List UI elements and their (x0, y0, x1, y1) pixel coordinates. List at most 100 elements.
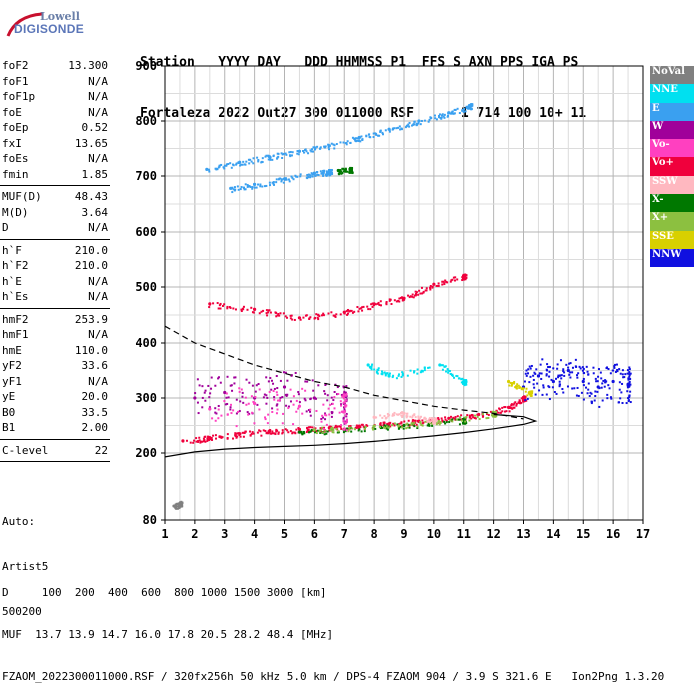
echo-point (276, 314, 279, 317)
echo-point (334, 315, 337, 318)
echo-point (343, 401, 346, 404)
echo-point (395, 413, 398, 416)
echo-point (288, 151, 291, 154)
echo-point (422, 291, 425, 294)
echo-point (340, 410, 343, 413)
echo-point (523, 380, 526, 383)
echo-point (232, 163, 235, 166)
echo-point (345, 143, 348, 146)
param-name: yF2 (2, 359, 22, 372)
echo-point (356, 306, 359, 309)
echo-point (297, 427, 300, 430)
echo-point (559, 383, 562, 386)
echo-point (393, 422, 396, 425)
echo-point (331, 171, 334, 174)
echo-point (576, 386, 579, 389)
data-point (229, 186, 233, 190)
data-point (357, 424, 361, 428)
echo-point (207, 168, 210, 171)
echo-point (271, 181, 274, 184)
echo-point (218, 164, 221, 167)
echo-point (556, 363, 559, 366)
echo-point (473, 417, 476, 420)
echo-point (401, 411, 404, 414)
echo-point (311, 379, 314, 382)
echo-point (513, 380, 516, 383)
echo-point (233, 186, 236, 189)
echo-point (413, 413, 416, 416)
echo-point (334, 383, 337, 386)
echo-point (410, 423, 413, 426)
echo-point (427, 366, 430, 369)
echo-point (359, 307, 362, 310)
echo-point (278, 177, 281, 180)
echo-point (212, 302, 215, 305)
echo-point (345, 418, 348, 421)
echo-point (608, 387, 611, 390)
data-point (432, 418, 436, 422)
echo-point (269, 157, 272, 160)
echo-point (284, 315, 287, 318)
data-point (387, 374, 391, 378)
echo-point (241, 395, 244, 398)
data-point (312, 171, 316, 175)
echo-point (262, 309, 265, 312)
echo-point (349, 426, 352, 429)
data-point (506, 379, 511, 384)
echo-point (596, 380, 599, 383)
echo-point (260, 310, 263, 313)
echo-point (455, 374, 458, 377)
echo-point (301, 412, 304, 415)
echo-point (272, 181, 275, 184)
echo-point (624, 373, 627, 376)
echo-point (379, 424, 382, 427)
echo-point (275, 181, 278, 184)
echo-point (229, 408, 232, 411)
echo-point (607, 384, 610, 387)
echo-point (217, 404, 220, 407)
data-point (626, 382, 630, 386)
echo-point (614, 370, 617, 373)
param-name: foEp (2, 121, 29, 134)
echo-point (276, 408, 279, 411)
echo-point (342, 419, 345, 422)
x-tick-label: 11 (457, 527, 471, 541)
echo-point (342, 393, 345, 396)
echo-point (334, 424, 337, 427)
data-point (506, 405, 511, 409)
echo-point (324, 145, 327, 148)
param-name: fmin (2, 167, 29, 181)
echo-point (272, 182, 275, 185)
echo-point (319, 147, 322, 150)
echo-point (487, 413, 490, 416)
echo-point (371, 363, 374, 366)
echo-point (390, 302, 393, 305)
echo-point (210, 436, 213, 439)
echo-point (434, 422, 437, 425)
digisonde-logo: Lowell DIGISONDE (6, 10, 84, 40)
echo-point (309, 426, 312, 429)
echo-point (508, 384, 511, 387)
param-row: D N/A (0, 220, 112, 236)
x-tick-label: 2 (191, 527, 198, 541)
echo-point (242, 435, 245, 438)
echo-point (308, 317, 311, 320)
echo-point (223, 164, 226, 167)
echo-point (464, 110, 467, 113)
param-row: M(D) 3.64 (0, 205, 112, 221)
echo-point (417, 293, 420, 296)
echo-point (627, 399, 630, 402)
param-value: N/A (88, 274, 108, 288)
echo-point (258, 429, 261, 432)
echo-point (444, 279, 447, 282)
echo-point (379, 414, 382, 417)
echo-point (269, 311, 272, 314)
data-point (462, 379, 466, 384)
echo-point (336, 386, 339, 389)
echo-point (202, 437, 205, 440)
echo-point (229, 306, 232, 309)
echo-point (435, 118, 438, 121)
echo-point (201, 385, 204, 388)
echo-point (247, 158, 250, 161)
echo-point (465, 382, 468, 385)
